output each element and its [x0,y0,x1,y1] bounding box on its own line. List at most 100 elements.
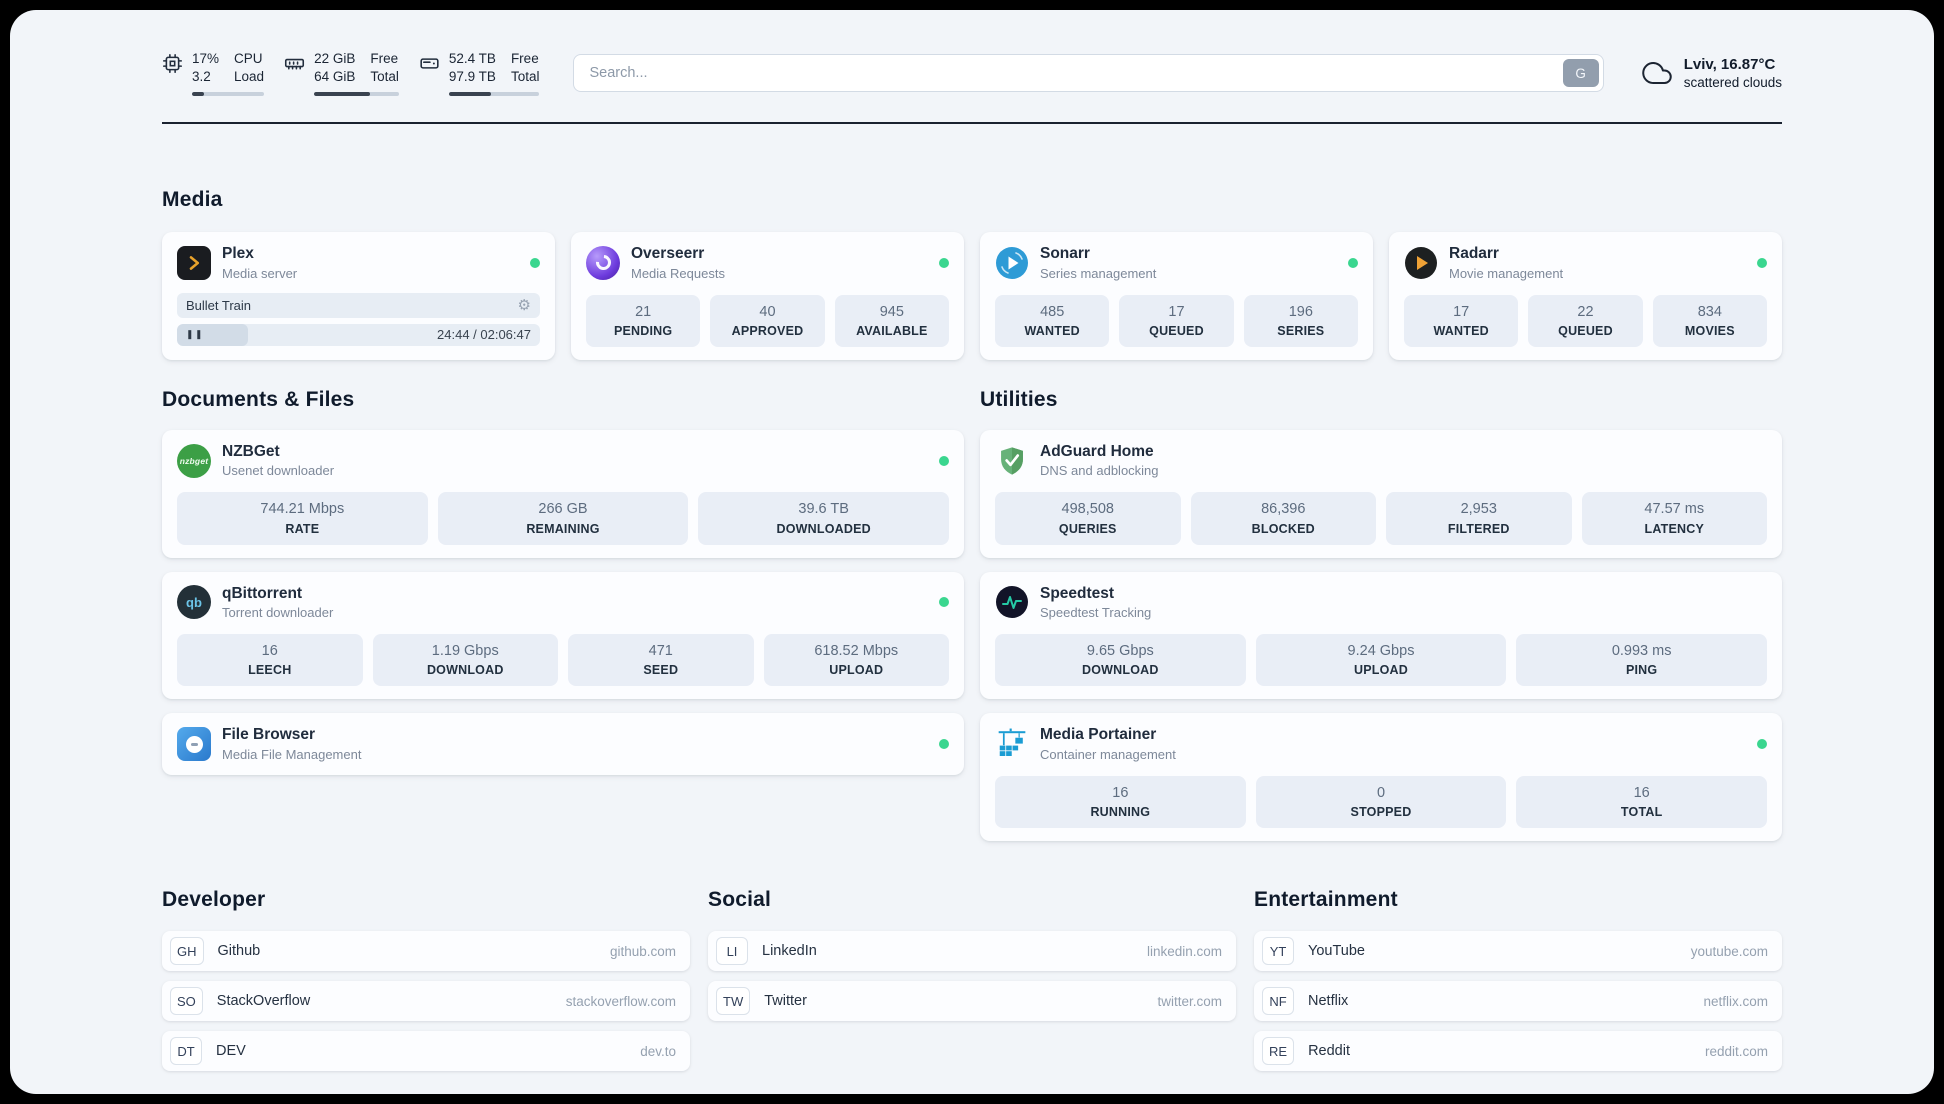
app-link-filebrowser[interactable]: File Browser Media File Management [177,726,949,762]
radarr-icon [1404,246,1438,280]
app-name: Sonarr [1040,245,1090,263]
disk-usage-bar-fill [448,92,492,97]
app-subtitle: Container management [1040,746,1176,762]
bookmark-github[interactable]: GH Github github.com [162,931,690,972]
app-name: NZBGet [222,442,280,460]
app-link-overseerr[interactable]: Overseerr Media Requests [586,245,949,281]
bookmark-youtube[interactable]: YT YouTube youtube.com [1254,931,1782,972]
bookmark-url: github.com [609,943,676,959]
now-playing-row: Bullet Train ⚙ [177,292,540,318]
overseerr-icon [586,245,620,280]
app-stats: 21 PENDING 40 APPROVED 945 AVAILABLE [586,294,949,347]
stat-movies: 834 MOVIES [1652,294,1767,347]
app-card-overseerr: Overseerr Media Requests 21 PENDING 40 APP… [571,232,964,360]
stat-download: 9.65 Gbps DOWNLOAD [995,634,1246,687]
section-media: Media Plex Media server [162,188,1782,360]
seek-progress [177,323,248,346]
bookmark-abbr: NF [1262,987,1294,1016]
portainer-icon [995,727,1029,761]
status-dot [1757,739,1767,750]
bookmark-netflix[interactable]: NF Netflix netflix.com [1254,981,1782,1022]
stat-blocked: 86,396 BLOCKED [1190,492,1376,545]
section-title-media: Media [162,188,223,212]
disk-label-bottom: Total [510,69,540,85]
app-card-radarr: Radarr Movie management 17 WANTED 22 QUEUE… [1389,232,1782,360]
ram-total-value: 64 GiB [314,69,356,85]
app-link-speedtest[interactable]: Speedtest Speedtest Tracking [995,585,1767,620]
app-link-sonarr[interactable]: Sonarr Series management [995,245,1358,281]
app-link-portainer[interactable]: Media Portainer Container management [995,726,1767,762]
app-link-nzbget[interactable]: nzbget NZBGet Usenet downloader [177,442,949,479]
app-link-adguard[interactable]: AdGuard Home DNS and adblocking [995,442,1767,479]
section-title-entertainment: Entertainment [1254,888,1398,912]
bookmark-name: Twitter [764,993,807,1010]
cloud-icon [1641,62,1672,85]
bookmark-name: DEV [216,1043,246,1060]
section-utilities: Utilities [980,388,1782,842]
header-divider [162,122,1782,125]
search-bar: G [573,54,1604,93]
qbittorrent-icon: qb [177,585,211,620]
app-name: qBittorrent [222,584,303,602]
app-name: AdGuard Home [1040,442,1154,460]
disk-monitor: 52.4 TB 97.9 TB Free Total [419,50,540,97]
media-grid: Plex Media server Bullet Train ⚙ ❚❚ [162,232,1782,360]
weather-widget: Lviv, 16.87°C scattered clouds [1641,55,1782,92]
app-subtitle: DNS and adblocking [1040,463,1159,479]
search-engine-button[interactable]: G [1562,59,1599,88]
stat-upload: 9.24 Gbps UPLOAD [1255,634,1507,687]
now-playing-title: Bullet Train [186,297,252,313]
app-subtitle: Usenet downloader [222,463,335,479]
stat-series: 196 SERIES [1243,294,1358,347]
section-title-developer: Developer [162,888,266,912]
app-link-plex[interactable]: Plex Media server [177,245,540,281]
app-stats: 17 WANTED 22 QUEUED 834 MOVIES [1404,294,1767,347]
app-card-speedtest: Speedtest Speedtest Tracking 9.65 Gbps DO… [980,571,1782,700]
stat-available: 945 AVAILABLE [834,294,949,347]
app-stats: 16 RUNNING 0 STOPPED 16 TOTAL [995,775,1767,829]
app-subtitle: Series management [1040,265,1157,281]
disk-total-value: 97.9 TB [448,69,496,85]
search-input[interactable] [573,54,1604,93]
disk-usage-bar [448,92,540,97]
bookmark-stackoverflow[interactable]: SO StackOverflow stackoverflow.com [162,981,690,1022]
bookmark-abbr: TW [716,987,751,1016]
bookmark-twitter[interactable]: TW Twitter twitter.com [708,981,1236,1022]
bookmark-url: stackoverflow.com [565,993,676,1009]
filebrowser-icon [177,727,211,762]
stat-approved: 40 APPROVED [710,294,825,347]
sonarr-icon [995,246,1029,280]
disk-icon [420,58,439,69]
section-entertainment: Entertainment YT YouTube youtube.com NF … [1254,887,1782,1072]
pause-icon[interactable]: ❚❚ [186,329,205,340]
stat-remaining: 266 GB REMAINING [437,492,689,545]
cpu-monitor: 17% 3.2 CPU Load [162,50,265,97]
player-settings-icon[interactable]: ⚙ [517,296,531,314]
stat-leech: 16 LEECH [177,634,363,687]
app-link-qbittorrent[interactable]: qb qBittorrent Torrent downloader [177,584,949,620]
app-stats: 9.65 Gbps DOWNLOAD 9.24 Gbps UPLOAD 0.993 … [995,634,1767,687]
section-title-social: Social [708,888,772,912]
bookmark-url: dev.to [640,1043,676,1059]
app-link-radarr[interactable]: Radarr Movie management [1404,245,1767,281]
cpu-usage-value: 17% [192,51,220,66]
bookmark-abbr: YT [1262,937,1294,966]
app-name: Media Portainer [1040,726,1157,744]
bookmark-reddit[interactable]: RE Reddit reddit.com [1254,1031,1782,1072]
app-stats: 498,508 QUERIES 86,396 BLOCKED 2,953 FILTER… [995,492,1767,545]
section-title-documents: Documents & Files [162,387,355,411]
cpu-icon [162,53,183,74]
stat-queued: 22 QUEUED [1528,294,1643,347]
stat-total: 16 TOTAL [1516,775,1767,829]
bookmark-linkedin[interactable]: LI LinkedIn linkedin.com [708,931,1236,972]
status-dot [1757,257,1767,268]
app-card-sonarr: Sonarr Series management 485 WANTED 17 QUE… [980,232,1373,360]
stat-seed: 471 SEED [568,634,754,687]
seek-bar[interactable]: ❚❚ 24:44 / 02:06:47 [177,323,540,346]
bookmark-url: youtube.com [1690,943,1768,959]
status-dot [1348,257,1358,268]
app-card-plex: Plex Media server Bullet Train ⚙ ❚❚ [162,232,555,360]
stat-queued: 17 QUEUED [1119,294,1234,347]
bookmark-dev[interactable]: DT DEV dev.to [162,1031,690,1072]
ram-label-top: Free [370,51,399,66]
